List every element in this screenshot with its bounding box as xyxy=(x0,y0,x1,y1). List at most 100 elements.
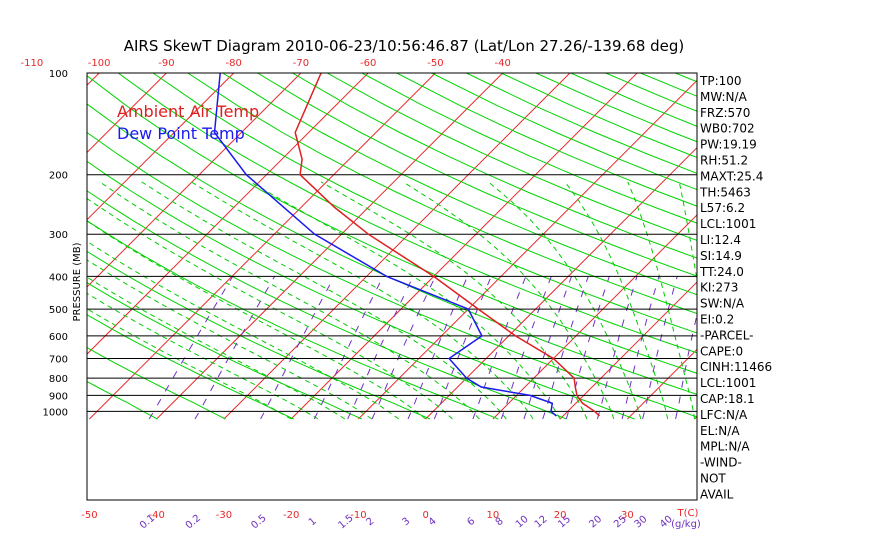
mixing-ratio-line xyxy=(347,276,414,420)
mixing-ratio-line xyxy=(371,276,436,420)
isotherm-line xyxy=(87,73,100,86)
moist-adiabat-line xyxy=(87,292,319,420)
index-item: -PARCEL- xyxy=(700,328,754,342)
index-item: LCL:1001 xyxy=(700,376,756,390)
index-item: LCL:1001 xyxy=(700,217,756,231)
index-item: MPL:N/A xyxy=(700,440,750,454)
index-item: LFC:N/A xyxy=(700,408,748,422)
top-temp-tick-label: -80 xyxy=(225,58,241,69)
pressure-tick-label: 500 xyxy=(49,305,68,316)
dry-adiabat-line xyxy=(87,220,499,420)
isotherm-line xyxy=(290,73,638,420)
legend-ambient-air-temp: Ambient Air Temp xyxy=(117,102,259,121)
dry-adiabat-line xyxy=(780,73,870,419)
moist-adiabat-line xyxy=(87,259,373,420)
index-item: PW:19.19 xyxy=(700,138,757,152)
bottom-temp-tick-label: 10 xyxy=(487,510,500,521)
isotherm-line xyxy=(87,73,369,355)
dry-adiabat-line xyxy=(87,347,226,420)
index-item: L57:6.2 xyxy=(700,201,745,215)
dry-adiabat-line xyxy=(187,73,697,315)
mixing-ratio-line xyxy=(565,276,610,420)
moist-adiabat-line xyxy=(678,181,697,284)
moist-adiabat-lines xyxy=(87,181,697,420)
moist-adiabat-line xyxy=(87,220,426,420)
legend-dew-point-temp: Dew Point Temp xyxy=(117,124,245,143)
dry-adiabat-line xyxy=(326,73,697,241)
ambient-air-temp-line xyxy=(294,73,601,417)
mixing-ratio-line xyxy=(260,276,335,420)
dry-adiabat-line xyxy=(222,73,697,296)
pressure-tick-label: 900 xyxy=(49,391,68,402)
isotherm-line xyxy=(627,348,697,420)
stability-indices-panel: TP:100 MW:N/A FRZ:570 WB0:702 PW:19.19 RH:51.… xyxy=(699,74,772,501)
dry-adiabat-line xyxy=(849,73,870,419)
isotherm-line xyxy=(425,146,697,420)
mixing-ratio-tick-label: 8 xyxy=(494,516,506,529)
index-item: TP:100 xyxy=(699,74,742,88)
moist-adiabat-line xyxy=(87,308,292,420)
dry-adiabat-line xyxy=(257,73,697,277)
mixing-ratio-line xyxy=(523,276,572,420)
dry-adiabat-line xyxy=(292,73,697,259)
dry-adiabat-line xyxy=(152,73,697,334)
dry-adiabat-line xyxy=(87,103,697,395)
mixing-ratio-line xyxy=(148,276,234,420)
bottom-temp-tick-label: -10 xyxy=(350,510,366,521)
mixing-ratio-line xyxy=(596,276,638,420)
mixing-ratio-line xyxy=(472,276,527,420)
moist-adiabat-line xyxy=(87,197,453,420)
pressure-tick-label: 200 xyxy=(49,171,68,182)
index-item: WB0:702 xyxy=(700,122,755,136)
dry-adiabat-line xyxy=(466,73,697,174)
moist-adiabat-line xyxy=(87,240,399,420)
dry-adiabat-line xyxy=(87,131,697,418)
top-temp-tick-label: -60 xyxy=(360,58,376,69)
plot-frame xyxy=(86,72,698,501)
dry-adiabat-line xyxy=(361,73,697,224)
index-item: EI:0.2 xyxy=(700,313,734,327)
isotherm-line xyxy=(0,73,32,419)
mixing-ratio-line xyxy=(500,276,552,420)
moist-adiabat-line xyxy=(99,181,480,420)
dry-adiabat-line xyxy=(87,250,431,420)
mixing-ratio-lines xyxy=(148,276,697,420)
mixing-ratio-tick-label: 4 xyxy=(427,516,439,529)
isotherm-line xyxy=(762,73,870,419)
pressure-tick-label: 700 xyxy=(49,355,68,366)
moist-adiabat-line xyxy=(627,181,696,420)
dry-adiabat-line xyxy=(87,314,294,420)
moist-adiabat-line xyxy=(250,181,561,420)
bottom-temp-tick-label: -20 xyxy=(283,510,299,521)
mixing-ratio-tick-label: 3 xyxy=(400,516,412,529)
bottom-temp-tick-label: -40 xyxy=(148,510,164,521)
isotherm-line xyxy=(829,73,870,419)
index-item: CAPE:0 xyxy=(700,344,743,358)
mixing-ratio-line xyxy=(313,276,384,420)
dry-adiabat-line xyxy=(814,73,870,419)
index-item: AVAIL xyxy=(700,487,734,501)
bottom-temp-tick-label: 0 xyxy=(422,510,428,521)
moist-adiabat-line xyxy=(320,181,588,420)
index-item: SW:N/A xyxy=(700,297,745,311)
index-item: RH:51.2 xyxy=(700,154,748,168)
mixing-ratio-tick-label: 20 xyxy=(587,514,604,531)
sounding-profiles xyxy=(213,73,601,417)
isotherm-line xyxy=(87,73,235,221)
top-temp-tick-label: -90 xyxy=(158,58,174,69)
dry-adiabat-line xyxy=(87,380,158,420)
index-item: -WIND- xyxy=(700,456,742,470)
moist-adiabat-line xyxy=(564,181,669,420)
top-temp-tick-label: -100 xyxy=(88,58,111,69)
mixing-ratio-tick-label: 10 xyxy=(514,514,531,531)
top-temp-tick-label: -40 xyxy=(494,58,510,69)
isotherm-line xyxy=(89,73,436,420)
index-item: MAXT:25.4 xyxy=(700,169,763,183)
moist-adiabat-line xyxy=(488,181,642,420)
index-item: KI:273 xyxy=(700,281,738,295)
dew-point-temp-line xyxy=(213,73,557,417)
mixing-ratio-tick-label: 1 xyxy=(307,516,319,529)
mixing-ratio-line xyxy=(675,312,697,420)
mixing-ratio-line xyxy=(194,276,276,420)
